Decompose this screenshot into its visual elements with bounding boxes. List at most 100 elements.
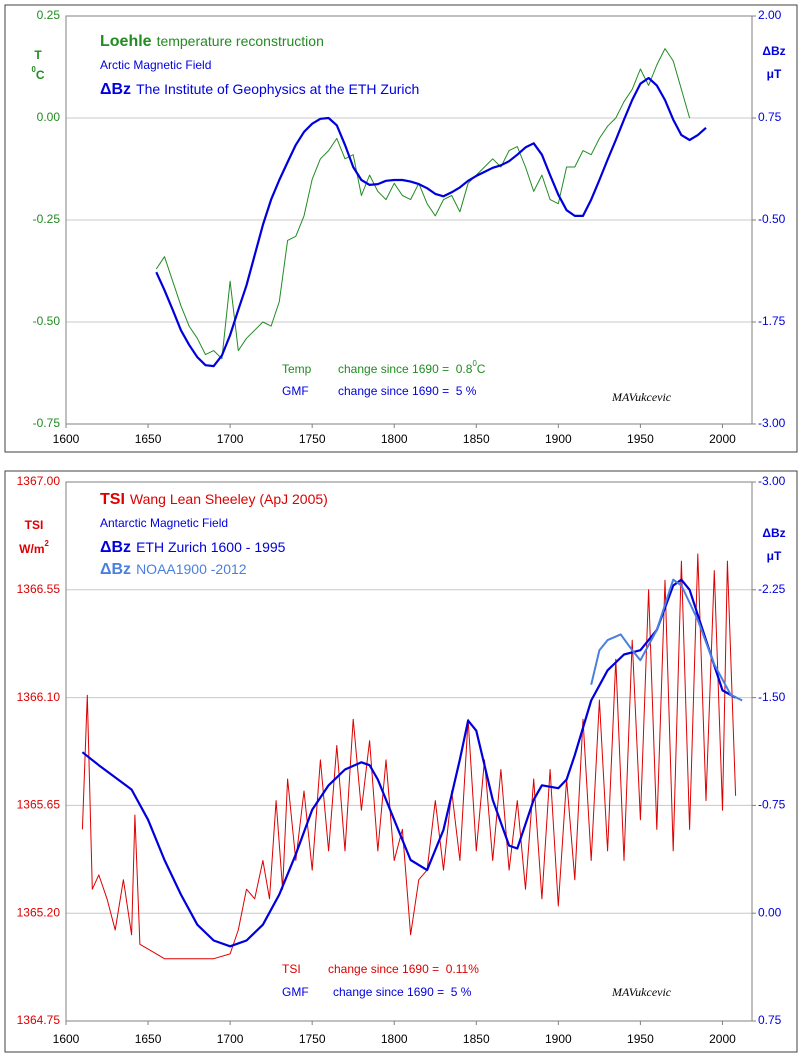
legend-description: The Institute of Geophysics at the ETH Z… <box>136 81 419 97</box>
x-tick-label: 1850 <box>463 1032 490 1046</box>
annotation-part: 0 <box>472 359 477 368</box>
x-tick-label: 2000 <box>709 432 736 446</box>
legend-name: ΔBz <box>100 561 131 578</box>
y2-tick-label: 2.00 <box>758 8 782 22</box>
annotation-part: C <box>477 362 486 376</box>
y-tick-label: -0.50 <box>33 314 61 328</box>
legend-heading: Antarctic Magnetic Field <box>100 516 228 530</box>
x-tick-label: 1600 <box>53 1032 80 1046</box>
annotation-part: GMF <box>282 985 309 999</box>
legend-name: TSI <box>100 491 125 508</box>
signature: MAVukcevic <box>611 985 672 999</box>
annotation-part: Temp <box>282 362 312 376</box>
panel-frame <box>4 470 798 1053</box>
y-tick-label: 0.00 <box>37 110 61 124</box>
x-tick-label: 1700 <box>217 1032 244 1046</box>
annotation-part: change since 1690 = 5 % <box>338 384 477 398</box>
x-tick-label: 1750 <box>299 432 326 446</box>
y-axis-label-part: C <box>36 68 45 82</box>
y2-axis-label: ΔBz <box>762 526 785 540</box>
legend-entry: TSI Wang Lean Sheeley (ApJ 2005) <box>100 491 328 509</box>
annotation-part: change since 1690 = 5 % <box>333 985 472 999</box>
legend-entry: ΔBz The Institute of Geophysics at the ET… <box>100 81 419 99</box>
y-tick-label: 1366.10 <box>17 690 61 704</box>
y2-axis-label: μT <box>767 67 782 81</box>
annotation: TSI change since 1690 = 0.11% <box>282 962 479 976</box>
plot-frame <box>65 15 753 425</box>
y2-tick-label: -3.00 <box>758 416 786 430</box>
legend-entry: Loehle temperature reconstruction <box>100 33 324 51</box>
y-axis-label-part: 0 <box>31 65 36 74</box>
y-tick-label: 1365.65 <box>17 798 61 812</box>
y2-tick-label: -1.75 <box>758 314 786 328</box>
annotation-part: GMF <box>282 384 309 398</box>
plot-frame <box>65 481 753 1022</box>
y2-tick-label: 0.75 <box>758 110 782 124</box>
y-axis-label: 0C <box>31 65 44 82</box>
x-tick-label: 1650 <box>135 1032 162 1046</box>
x-tick-label: 1950 <box>627 1032 654 1046</box>
annotation: GMF change since 1690 = 5 % <box>282 985 472 999</box>
y-tick-label: 1366.55 <box>17 582 61 596</box>
x-tick-label: 1850 <box>463 432 490 446</box>
series-line <box>590 578 743 702</box>
y-axis-label-part: W/m <box>19 542 44 556</box>
signature: MAVukcevic <box>611 390 672 404</box>
annotation-part: change since 1690 = 0.8 <box>338 362 473 376</box>
y2-tick-label: -0.75 <box>758 798 786 812</box>
y2-tick-label: 0.75 <box>758 1013 782 1027</box>
y-axis-label: W/m2 <box>19 539 49 556</box>
legend-heading: Arctic Magnetic Field <box>100 58 211 72</box>
annotation: Temp change since 1690 = 0.80C <box>282 359 486 376</box>
x-tick-label: 1900 <box>545 432 572 446</box>
y2-axis-label: ΔBz <box>762 44 785 58</box>
y-tick-label: 1364.75 <box>17 1013 61 1027</box>
legend-description: temperature reconstruction <box>157 33 324 49</box>
y2-axis-label-part: μT <box>767 549 782 563</box>
series-line <box>155 76 707 368</box>
y2-axis-label-part: μT <box>767 67 782 81</box>
x-tick-label: 2000 <box>709 1032 736 1046</box>
y2-axis-label-part: ΔBz <box>762 526 785 540</box>
x-tick-label: 1650 <box>135 432 162 446</box>
legend-name: ΔBz <box>100 81 131 98</box>
legend-name: Loehle <box>100 33 152 50</box>
x-tick-label: 1700 <box>217 432 244 446</box>
y2-tick-label: -2.25 <box>758 582 786 596</box>
annotation: GMF change since 1690 = 5 % <box>282 384 477 398</box>
legend-description: Wang Lean Sheeley (ApJ 2005) <box>130 491 328 507</box>
x-tick-label: 1600 <box>53 432 80 446</box>
y-axis-label-part: 2 <box>45 539 50 548</box>
y-axis-label-part: T <box>34 48 42 62</box>
y2-tick-label: 0.00 <box>758 905 782 919</box>
legend-name: ΔBz <box>100 539 131 556</box>
y-tick-label: 1367.00 <box>17 474 61 488</box>
y2-tick-label: -0.50 <box>758 212 786 226</box>
legend-description: ETH Zurich 1600 - 1995 <box>136 539 286 555</box>
y-tick-label: 0.25 <box>37 8 61 22</box>
series-line <box>155 48 691 360</box>
y2-axis-label-part: ΔBz <box>762 44 785 58</box>
legend-description: NOAA1900 -2012 <box>136 561 247 577</box>
y2-tick-label: -1.50 <box>758 690 786 704</box>
annotation-part: change since 1690 = 0.11% <box>328 962 479 976</box>
x-tick-label: 1900 <box>545 1032 572 1046</box>
y-tick-label: 1365.20 <box>17 905 61 919</box>
y2-tick-label: -3.00 <box>758 474 786 488</box>
y-axis-label: TSI <box>25 518 44 532</box>
x-tick-label: 1750 <box>299 1032 326 1046</box>
panel-frame <box>4 4 798 453</box>
x-tick-label: 1800 <box>381 432 408 446</box>
x-tick-label: 1950 <box>627 432 654 446</box>
x-tick-label: 1800 <box>381 1032 408 1046</box>
legend-entry: ΔBz ETH Zurich 1600 - 1995 <box>100 539 286 557</box>
y-axis-label-part: TSI <box>25 518 44 532</box>
series-line <box>81 553 737 960</box>
y-axis-label: T <box>34 48 42 62</box>
legend-entry: ΔBz NOAA1900 -2012 <box>100 561 247 579</box>
y-tick-label: -0.25 <box>33 212 61 226</box>
series-line <box>81 578 737 948</box>
y2-axis-label: μT <box>767 549 782 563</box>
